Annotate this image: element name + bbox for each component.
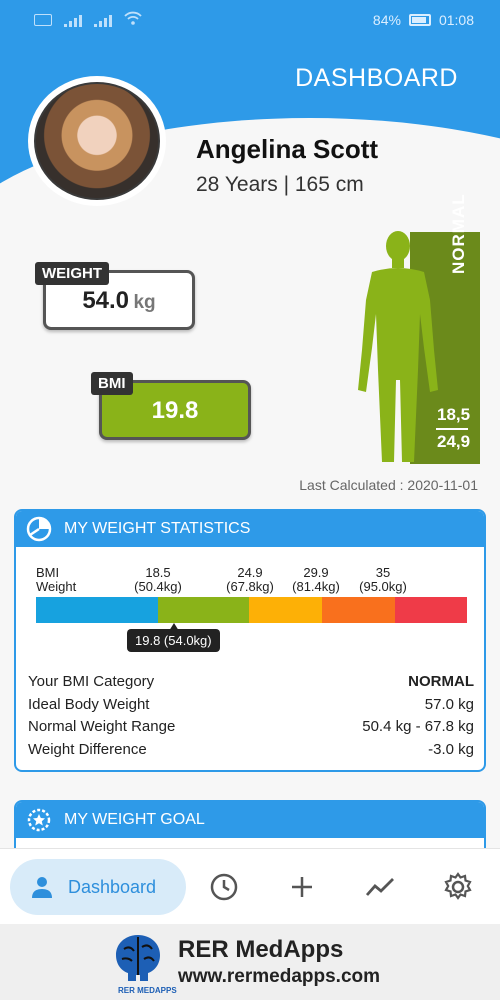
rer-medapps-logo-icon [116, 935, 160, 981]
ad-logo-text: RER MEDAPPS [118, 986, 177, 995]
body-figure-icon [358, 231, 438, 462]
stat-value: NORMAL [408, 673, 474, 690]
bmi-tag: BMI [91, 372, 133, 395]
weight-tag: WEIGHT [35, 262, 109, 285]
threshold-bmi-4: 35 [375, 565, 391, 580]
nav-dashboard-label: Dashboard [68, 876, 157, 897]
scale-weight-label: Weight [36, 579, 77, 594]
body-category-label: NORMAL [449, 193, 468, 274]
status-bar: 84% 01:08 [0, 0, 500, 40]
nav-dashboard[interactable]: Dashboard [10, 859, 186, 915]
profile-meta: 28 Years | 165 cm [196, 173, 364, 196]
trend-icon[interactable] [362, 869, 398, 905]
stat-label: Normal Weight Range [28, 718, 176, 735]
settings-icon[interactable] [440, 869, 476, 905]
ad-banner[interactable]: RER MEDAPPS RER MedApps www.rermedapps.c… [0, 924, 500, 1000]
badge-star-icon [27, 808, 51, 832]
bmi-marker-pointer [169, 623, 179, 631]
stats-card-title: MY WEIGHT STATISTICS [64, 520, 251, 537]
bottom-navigation: Dashboard [0, 848, 500, 924]
body-category-panel [410, 232, 480, 464]
weight-statistics-card: MY WEIGHT STATISTICS BMI Weight 18.5 (50… [14, 509, 486, 772]
signal-1-icon [64, 13, 82, 27]
stat-label: Ideal Body Weight [28, 695, 150, 713]
threshold-weight-3: (81.4kg) [292, 579, 340, 594]
goal-card-header[interactable]: MY WEIGHT GOAL [16, 802, 484, 838]
stat-value: 57.0 kg [424, 695, 474, 713]
avatar-photo [34, 82, 160, 200]
threshold-bmi-2: 24.9 [237, 565, 263, 580]
stat-value: 50.4 kg - 67.8 kg [362, 718, 474, 735]
battery-icon [408, 14, 431, 26]
stat-row-ideal-weight: Ideal Body Weight 57.0 kg [28, 696, 474, 719]
ad-url[interactable]: www.rermedapps.com [178, 966, 381, 987]
pie-chart-icon [26, 516, 52, 542]
scale-segment-obese [322, 597, 395, 623]
bmi-scale-bar [36, 597, 467, 623]
page-title: DASHBOARD [295, 64, 458, 92]
threshold-bmi-3: 29.9 [303, 565, 329, 580]
scale-segment-normal [158, 597, 249, 623]
bmi-scale-labels: BMI Weight 18.5 (50.4kg) 24.9 (67.8kg) 2… [36, 557, 466, 594]
ad-title: RER MedApps [178, 936, 344, 963]
threshold-weight-4: (95.0kg) [359, 579, 407, 594]
stat-label: Weight Difference [28, 740, 147, 758]
bmi-value: 19.8 [151, 397, 199, 424]
bmi-marker-label: 19.8 (54.0kg) [127, 629, 220, 652]
stat-row-normal-range: Normal Weight Range 50.4 kg - 67.8 kg [28, 718, 474, 741]
profile-name: Angelina Scott [196, 134, 379, 164]
normal-range-high: 24,9 [437, 432, 471, 451]
signal-2-icon [94, 13, 112, 27]
add-icon[interactable] [284, 869, 320, 905]
battery-percent: 84% [372, 12, 401, 28]
threshold-weight-1: (50.4kg) [134, 579, 182, 594]
scale-segment-underweight [36, 597, 158, 623]
stat-value: -3.0 kg [428, 740, 474, 758]
threshold-weight-2: (67.8kg) [226, 579, 274, 594]
scale-bmi-label: BMI [36, 565, 60, 580]
stat-rows: Your BMI Category NORMAL Ideal Body Weig… [28, 673, 474, 763]
weight-value: 54.0 [82, 287, 130, 314]
wifi-icon [124, 11, 142, 28]
last-calculated: Last Calculated : 2020-11-01 [299, 477, 478, 493]
avatar[interactable] [28, 76, 166, 206]
stat-row-weight-difference: Weight Difference -3.0 kg [28, 741, 474, 764]
scale-segment-extreme [395, 597, 467, 623]
range-divider [436, 428, 468, 430]
stat-label: Your BMI Category [28, 673, 155, 690]
clock: 01:08 [438, 12, 474, 28]
stat-row-category: Your BMI Category NORMAL [28, 673, 474, 696]
weight-unit: kg [133, 292, 156, 313]
history-icon[interactable] [206, 869, 242, 905]
weight-goal-card: MY WEIGHT GOAL [14, 800, 486, 848]
person-icon [32, 877, 52, 898]
volte-icon [34, 13, 52, 26]
threshold-bmi-1: 18.5 [145, 565, 171, 580]
stats-card-header[interactable]: MY WEIGHT STATISTICS [16, 511, 484, 547]
normal-range-low: 18,5 [437, 405, 471, 424]
goal-card-title: MY WEIGHT GOAL [64, 811, 205, 828]
scale-segment-overweight [249, 597, 322, 623]
